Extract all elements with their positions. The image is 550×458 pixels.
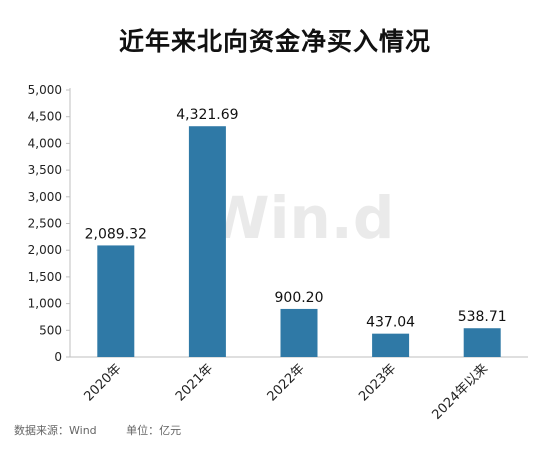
y-tick-label: 1,000 — [28, 297, 62, 311]
y-tick-label: 3,000 — [28, 190, 62, 204]
unit-note: 单位：亿元 — [126, 424, 181, 437]
data-label: 4,321.69 — [176, 107, 238, 123]
data-label: 900.20 — [275, 290, 324, 306]
x-tick-label: 2022年 — [265, 361, 308, 404]
y-tick-label: 4,000 — [28, 136, 62, 150]
y-tick-label: 0 — [54, 350, 62, 364]
x-tick-label: 2020年 — [81, 361, 124, 404]
y-tick-label: 4,500 — [28, 110, 62, 124]
x-tick-label: 2024年以来 — [429, 361, 491, 423]
x-tick-label: 2023年 — [356, 361, 399, 404]
watermark: Win.d — [206, 184, 395, 252]
data-label: 538.71 — [458, 309, 507, 325]
y-tick-label: 500 — [39, 323, 62, 337]
y-tick-label: 5,000 — [28, 83, 62, 97]
x-tick-label: 2021年 — [173, 361, 216, 404]
y-tick-label: 3,500 — [28, 163, 62, 177]
bar — [281, 309, 318, 357]
y-tick-label: 2,000 — [28, 243, 62, 257]
bar — [189, 126, 226, 357]
data-label: 437.04 — [366, 315, 415, 331]
chart-footer: 数据来源：Wind 单位：亿元 — [14, 422, 207, 438]
bar — [372, 334, 409, 357]
bar — [464, 328, 501, 357]
source-note: 数据来源：Wind — [14, 424, 97, 437]
data-label: 2,089.32 — [85, 226, 147, 242]
bar — [97, 245, 134, 357]
y-tick-label: 2,500 — [28, 217, 62, 231]
y-tick-label: 1,500 — [28, 270, 62, 284]
